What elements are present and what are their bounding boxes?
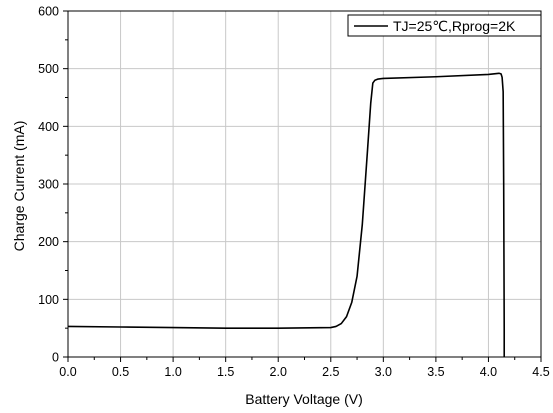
- y-axis-label: Charge Current (mA): [11, 121, 27, 252]
- y-tick-label: 100: [38, 293, 59, 307]
- x-axis-label: Battery Voltage (V): [245, 391, 363, 407]
- x-tick-label: 1.0: [164, 365, 181, 379]
- y-tick-label: 300: [38, 178, 59, 192]
- plot-frame: [67, 10, 542, 358]
- y-tick-label: 0: [52, 351, 59, 365]
- y-tick-label: 600: [38, 5, 59, 19]
- x-tick-label: 0.5: [112, 365, 129, 379]
- y-tick-label: 400: [38, 120, 59, 134]
- x-tick-label: 3.0: [375, 365, 392, 379]
- x-tick-labels: 0.0 0.5 1.0 1.5 2.0 2.5 3.0 3.5 4.0 4.5: [59, 365, 549, 379]
- plot-series: [67, 72, 506, 357]
- y-tick-labels: 0 100 200 300 400 500 600: [38, 5, 59, 365]
- y-tick-label: 200: [38, 235, 59, 249]
- x-tick-label: 4.0: [480, 365, 497, 379]
- x-tick-label: 2.5: [322, 365, 339, 379]
- x-tick-label: 4.5: [532, 365, 549, 379]
- y-tick-label: 500: [38, 62, 59, 76]
- legend: TJ=25℃,Rprog=2K: [347, 14, 542, 37]
- x-tick-label: 0.0: [59, 365, 76, 379]
- legend-label: TJ=25℃,Rprog=2K: [393, 18, 516, 34]
- series-line: [67, 72, 506, 357]
- x-tick-label: 1.5: [217, 365, 234, 379]
- grid: [68, 11, 541, 357]
- x-tick-label: 2.0: [270, 365, 287, 379]
- x-tick-label: 3.5: [427, 365, 444, 379]
- axes: [63, 10, 542, 362]
- legend-box: [347, 14, 542, 37]
